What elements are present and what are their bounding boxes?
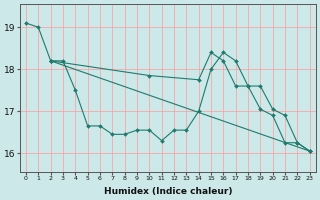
X-axis label: Humidex (Indice chaleur): Humidex (Indice chaleur) (104, 187, 232, 196)
